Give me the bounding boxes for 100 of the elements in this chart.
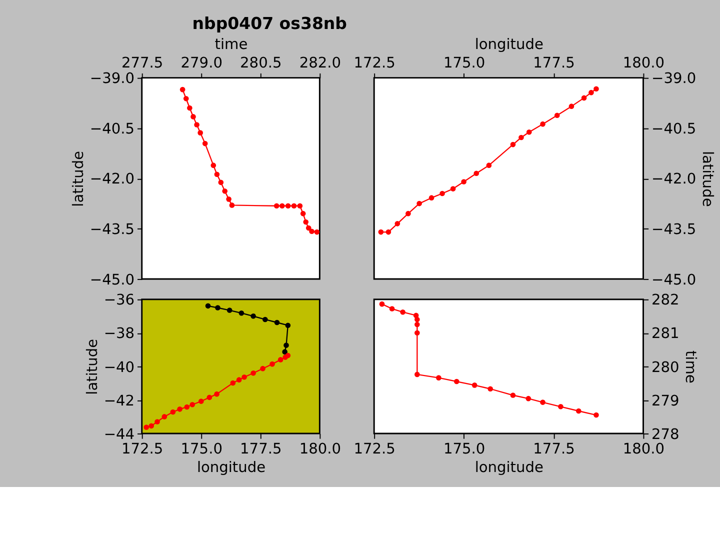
point <box>250 313 256 319</box>
point <box>144 424 150 430</box>
point <box>414 322 420 328</box>
y-tick-label: −39.0 <box>652 70 696 88</box>
x-tick-label: 180.0 <box>299 440 342 458</box>
y-axis-title: time <box>682 350 700 384</box>
point <box>416 200 422 206</box>
point <box>214 172 220 178</box>
point <box>250 370 256 376</box>
point <box>389 306 395 312</box>
x-tick-label: 172.5 <box>354 440 396 458</box>
point <box>440 190 445 196</box>
y-tick-label: −45.0 <box>90 271 135 288</box>
point <box>198 130 204 136</box>
point <box>378 229 384 235</box>
x-tick-label: 175.0 <box>443 440 486 458</box>
point <box>170 409 176 415</box>
point <box>594 86 599 92</box>
point <box>540 400 546 405</box>
chart-title: nbp0407 os38nb <box>192 14 348 34</box>
point <box>406 210 411 216</box>
point <box>297 203 303 209</box>
point <box>454 378 460 384</box>
point <box>238 310 244 316</box>
point <box>314 229 320 235</box>
point <box>279 203 285 209</box>
point <box>588 90 594 96</box>
y-axis-title: latitude <box>84 338 102 395</box>
point <box>205 303 211 309</box>
x-tick-label: 175.0 <box>443 54 486 72</box>
y-axis-title: latitude <box>70 150 88 207</box>
x-tick-label: 280.5 <box>240 54 282 72</box>
point <box>236 377 242 382</box>
point <box>226 308 232 313</box>
point <box>282 349 288 354</box>
x-axis-title: longitude <box>196 458 266 476</box>
point <box>214 391 220 397</box>
point <box>218 180 224 186</box>
point <box>190 402 196 408</box>
point <box>540 121 546 127</box>
point <box>183 96 189 102</box>
y-tick-label: −43.5 <box>90 221 135 238</box>
point <box>229 202 235 208</box>
point <box>274 203 280 209</box>
y-tick-label: −39.0 <box>90 70 135 88</box>
point <box>300 210 306 216</box>
x-tick-label: 172.5 <box>121 440 164 458</box>
point <box>285 203 291 209</box>
y-tick-label: −42 <box>104 392 135 410</box>
y-tick-label: 278 <box>652 426 680 443</box>
y-tick-label: −43.5 <box>652 221 696 238</box>
point <box>474 170 480 176</box>
point <box>576 408 582 414</box>
point <box>285 322 291 328</box>
y-tick-label: −42.0 <box>652 170 696 188</box>
point <box>285 352 291 358</box>
point <box>226 196 232 202</box>
point <box>260 366 266 372</box>
point <box>486 162 492 168</box>
point <box>303 219 309 225</box>
point <box>262 316 268 322</box>
point <box>177 406 182 412</box>
point <box>210 162 216 168</box>
point <box>190 114 196 120</box>
x-tick-label: 177.5 <box>533 440 575 458</box>
point <box>594 412 599 418</box>
point <box>194 122 200 128</box>
y-tick-label: −44 <box>104 426 135 443</box>
y-axis-title: latitude <box>698 150 716 207</box>
point <box>472 382 478 388</box>
point <box>309 228 314 234</box>
x-tick-label: 277.5 <box>121 54 164 72</box>
point <box>198 398 204 404</box>
x-tick-label: 177.5 <box>533 54 575 72</box>
point <box>436 375 442 380</box>
point <box>414 372 420 378</box>
x-tick-label: 180.0 <box>622 440 665 458</box>
point <box>202 140 208 146</box>
point <box>270 361 275 367</box>
point <box>488 386 494 392</box>
x-axis-title: longitude <box>474 36 544 54</box>
y-tick-label: −38 <box>104 325 135 342</box>
point <box>526 129 532 135</box>
x-axis-title: longitude <box>474 458 544 476</box>
point <box>554 112 560 118</box>
point <box>184 404 190 410</box>
point <box>414 330 420 336</box>
y-tick-label: −36 <box>104 292 135 309</box>
point <box>568 104 574 109</box>
x-tick-label: 282.0 <box>299 54 342 72</box>
point <box>291 203 297 209</box>
point <box>386 229 392 235</box>
y-tick-label: 280 <box>652 358 680 376</box>
point <box>274 320 280 326</box>
x-axis-title: time <box>214 36 248 54</box>
y-tick-label: −40.5 <box>652 120 696 138</box>
point <box>526 396 532 402</box>
point <box>222 188 228 194</box>
y-tick-label: −45.0 <box>652 271 696 288</box>
point <box>413 312 419 318</box>
